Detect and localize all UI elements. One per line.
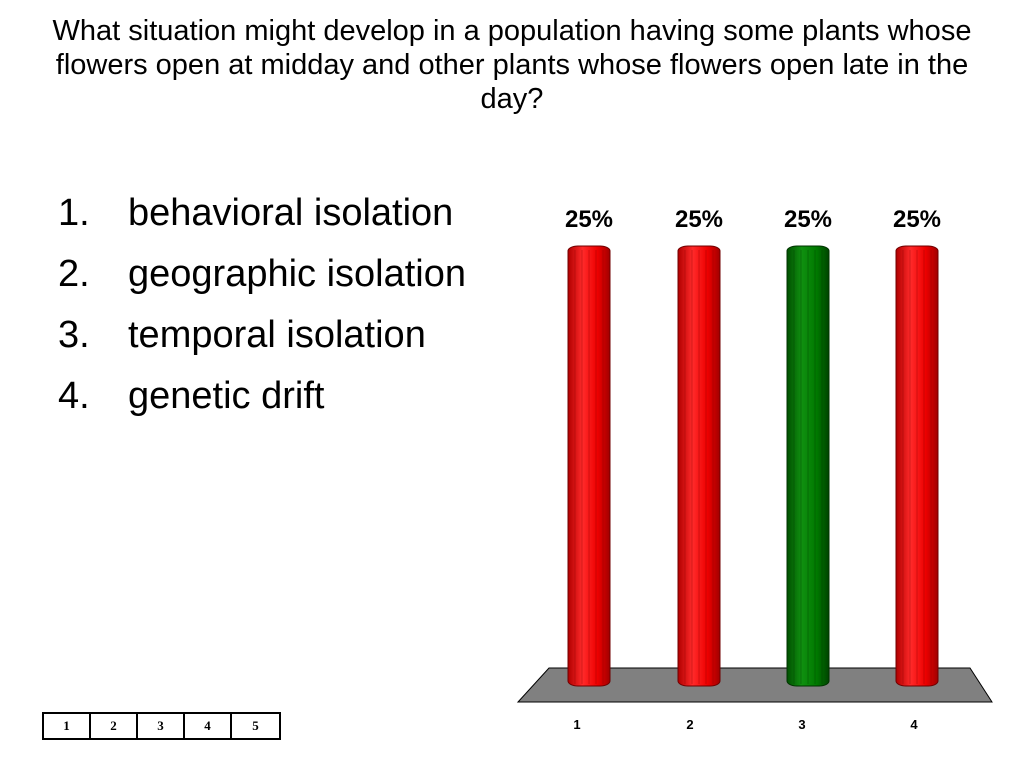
- option-1: 1. behavioral isolation: [58, 192, 498, 235]
- option-4: 4. genetic drift: [58, 375, 498, 418]
- option-text: temporal isolation: [128, 314, 426, 356]
- keypad-key-1[interactable]: 1: [44, 714, 91, 738]
- data-label-1: 25%: [565, 206, 613, 233]
- keypad-key-3[interactable]: 3: [138, 714, 185, 738]
- bar-3: [786, 245, 830, 687]
- data-label-3: 25%: [784, 206, 832, 233]
- option-text: behavioral isolation: [128, 192, 454, 234]
- option-number: 2.: [58, 253, 90, 295]
- keypad-key-2[interactable]: 2: [91, 714, 138, 738]
- option-text: genetic drift: [128, 375, 325, 417]
- keypad-key-5[interactable]: 5: [232, 714, 279, 738]
- question-text: What situation might develop in a popula…: [52, 15, 972, 115]
- response-keypad: 1 2 3 4 5: [42, 712, 281, 740]
- data-label-2: 25%: [675, 206, 723, 233]
- category-label-3: 3: [798, 717, 805, 732]
- category-label-1: 1: [573, 717, 580, 732]
- answer-options: 1. behavioral isolation 2. geographic is…: [58, 192, 498, 436]
- bar-4: [895, 245, 939, 687]
- option-text: geographic isolation: [128, 253, 467, 295]
- bar-2: [677, 245, 721, 687]
- option-3: 3. temporal isolation: [58, 314, 498, 357]
- option-2: 2. geographic isolation: [58, 253, 498, 296]
- bar-1: [567, 245, 611, 687]
- data-label-4: 25%: [893, 206, 941, 233]
- option-number: 4.: [58, 375, 90, 417]
- option-number: 1.: [58, 192, 90, 234]
- category-label-2: 2: [686, 717, 693, 732]
- chart-floor: [516, 667, 993, 703]
- option-number: 3.: [58, 314, 90, 356]
- category-label-4: 4: [910, 717, 918, 732]
- keypad-key-4[interactable]: 4: [185, 714, 232, 738]
